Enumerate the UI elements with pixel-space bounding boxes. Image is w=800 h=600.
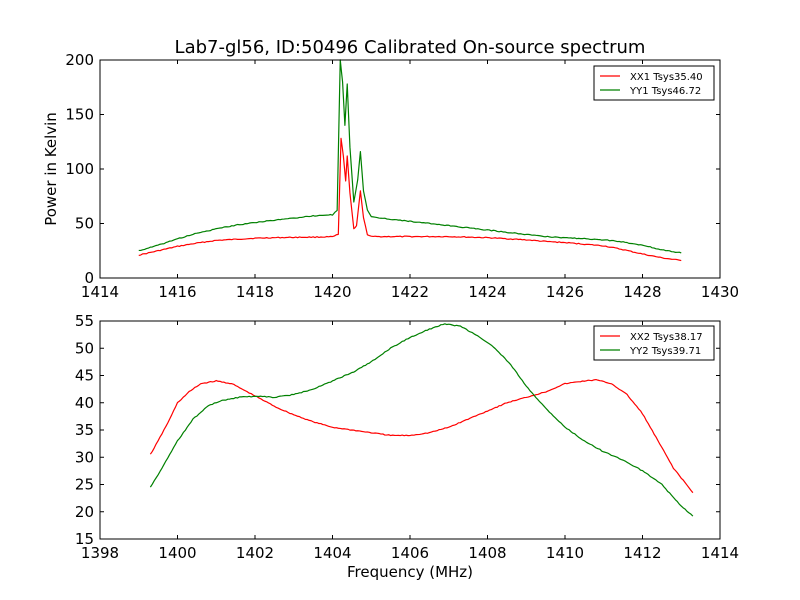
top-legend-label-1: XX1 Tsys35.40 (630, 72, 703, 83)
bottom-y-tick-label: 50 (75, 339, 94, 357)
top-y-tick-label: 50 (75, 215, 94, 233)
bottom-x-tick-label: 1404 (313, 544, 351, 562)
bottom-spectrum-plot: Frequency (MHz) 1398 1400 1402 1404 1406 1408… (75, 312, 739, 581)
bottom-legend-box (593, 325, 715, 361)
bottom-y-tick-label: 25 (75, 476, 94, 494)
top-y-tick-label: 100 (65, 160, 94, 178)
top-x-tick-label: 1430 (701, 283, 739, 301)
bottom-x-tick-label: 1412 (623, 544, 661, 562)
top-axis-ticks: 1414 1416 1418 1420 1422 1424 1426 1428 1430 0 50 1… (65, 51, 739, 301)
bottom-axis-ticks: 1398 1400 1402 1404 1406 1408 1410 1412 1414 15 20… (75, 312, 739, 562)
top-legend-box (593, 65, 715, 101)
top-x-tick-label: 1426 (546, 283, 584, 301)
bottom-x-tick-label: 1408 (468, 544, 506, 562)
bottom-x-tick-label: 1414 (701, 544, 739, 562)
x-axis-label: Frequency (MHz) (347, 563, 473, 581)
bottom-y-tick-label: 20 (75, 503, 94, 521)
top-x-tick-label: 1416 (158, 283, 196, 301)
top-x-tick-label: 1418 (236, 283, 274, 301)
top-legend-label-2: YY1 Tsys46.72 (629, 86, 701, 97)
bottom-y-tick-label: 45 (75, 367, 94, 385)
top-x-tick-label: 1420 (313, 283, 351, 301)
bottom-legend: XX2 Tsys38.17 YY2 Tsys39.71 (593, 325, 715, 361)
bottom-y-tick-label: 40 (75, 394, 94, 412)
top-x-tick-label: 1424 (468, 283, 506, 301)
chart-title: Lab7-gl56, ID:50496 Calibrated On-source… (175, 37, 646, 58)
top-x-tick-label: 1414 (81, 283, 119, 301)
top-y-tick-label: 150 (65, 106, 94, 124)
bottom-series-line-2 (149, 323, 694, 517)
top-legend: XX1 Tsys35.40 YY1 Tsys46.72 (593, 65, 715, 101)
bottom-x-tick-label: 1410 (546, 544, 584, 562)
bottom-y-tick-label: 55 (75, 312, 94, 330)
top-y-tick-label: 0 (84, 269, 94, 287)
y-axis-label: Power in Kelvin (42, 112, 60, 226)
top-y-tick-label: 200 (65, 51, 94, 69)
top-x-tick-label: 1422 (391, 283, 429, 301)
bottom-legend-label-2: YY2 Tsys39.71 (629, 346, 701, 357)
top-x-tick-label: 1428 (623, 283, 661, 301)
bottom-y-tick-label: 30 (75, 448, 94, 466)
bottom-y-tick-label: 15 (75, 530, 94, 548)
bottom-legend-label-1: XX2 Tsys38.17 (630, 332, 703, 343)
top-series-line-1 (138, 137, 682, 262)
top-series-group (138, 59, 682, 262)
top-spectrum-plot: Lab7-gl56, ID:50496 Calibrated On-source… (42, 37, 739, 301)
bottom-x-tick-label: 1400 (158, 544, 196, 562)
bottom-series-group (149, 323, 694, 517)
bottom-series-line-1 (149, 378, 694, 494)
bottom-x-tick-label: 1402 (236, 544, 274, 562)
bottom-y-tick-label: 35 (75, 421, 94, 439)
bottom-x-tick-label: 1398 (81, 544, 119, 562)
top-series-line-2 (138, 59, 682, 254)
bottom-x-tick-label: 1406 (391, 544, 429, 562)
